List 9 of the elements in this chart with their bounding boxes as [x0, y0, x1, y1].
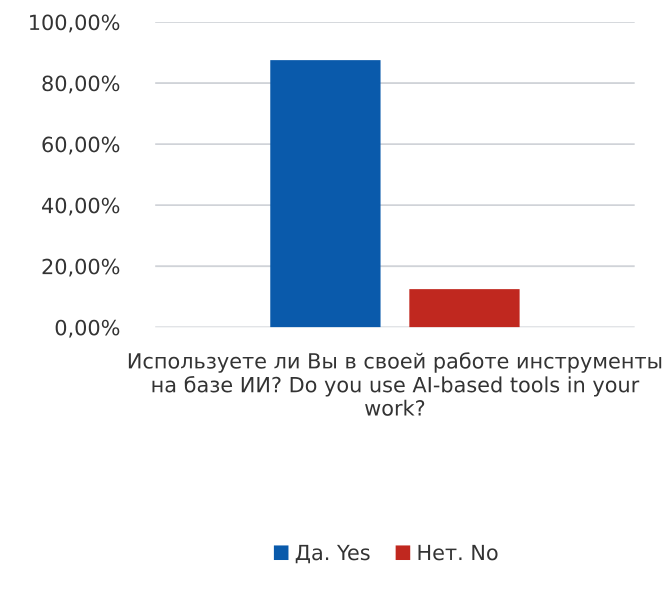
legend-label: Да. Yes [296, 544, 370, 564]
y-tick-label: 0,00% [56, 320, 120, 338]
y-tick-label: 80,00% [42, 76, 120, 94]
legend-label: Нет. No [418, 544, 498, 560]
y-tick-label: 100,00% [30, 14, 120, 32]
y-tick-label: 40,00% [42, 198, 120, 216]
x-tick-label: Используете ли Вы в своей работе инструменты на базе ИИ? Do you use AI-based tools in your work? [128, 352, 662, 416]
y-tick-label: 20,00% [42, 258, 120, 277]
y-tick-label: 60,00% [42, 136, 120, 154]
